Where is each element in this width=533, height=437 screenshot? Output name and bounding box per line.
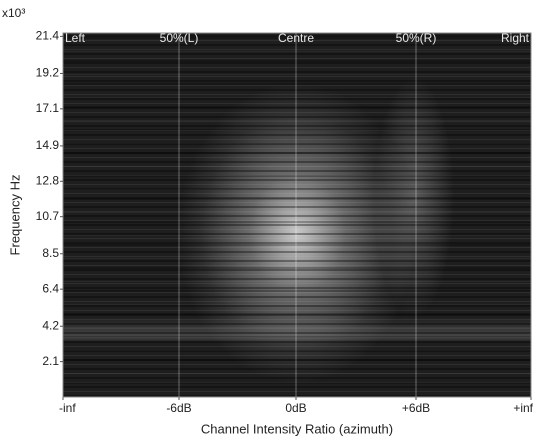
y-tick-label: 14.9 [36, 138, 60, 152]
y-tick-label: 21.4 [36, 29, 60, 43]
x-tick-label: -inf [59, 401, 76, 415]
y-tick-label: 8.5 [42, 246, 59, 260]
channel-label: Left [65, 31, 86, 45]
y-tick-label: 12.8 [36, 173, 60, 187]
y-tick-label: 2.1 [42, 354, 59, 368]
x-axis-label: Channel Intensity Ratio (azimuth) [201, 421, 393, 436]
channel-label: Centre [278, 31, 314, 45]
y-tick-label: 19.2 [36, 66, 60, 80]
y-tick-label: 10.7 [36, 209, 60, 223]
azimuth-spectrogram [63, 33, 531, 397]
plot-frame [62, 32, 532, 398]
y-tick-label: 17.1 [36, 101, 60, 115]
x-tick-label: +inf [513, 401, 533, 415]
x-tick-label: -6dB [166, 401, 191, 415]
y-axis-label: Frequency Hz [7, 175, 22, 256]
y-tick-label: 6.4 [42, 281, 59, 295]
x-tick-label: +6dB [402, 401, 430, 415]
channel-label: Right [501, 31, 530, 45]
y-multiplier: x10³ [2, 6, 25, 20]
y-tick-label: 4.2 [42, 318, 59, 332]
channel-label: 50%(R) [396, 31, 437, 45]
x-tick-label: 0dB [285, 401, 306, 415]
channel-label: 50%(L) [160, 31, 199, 45]
